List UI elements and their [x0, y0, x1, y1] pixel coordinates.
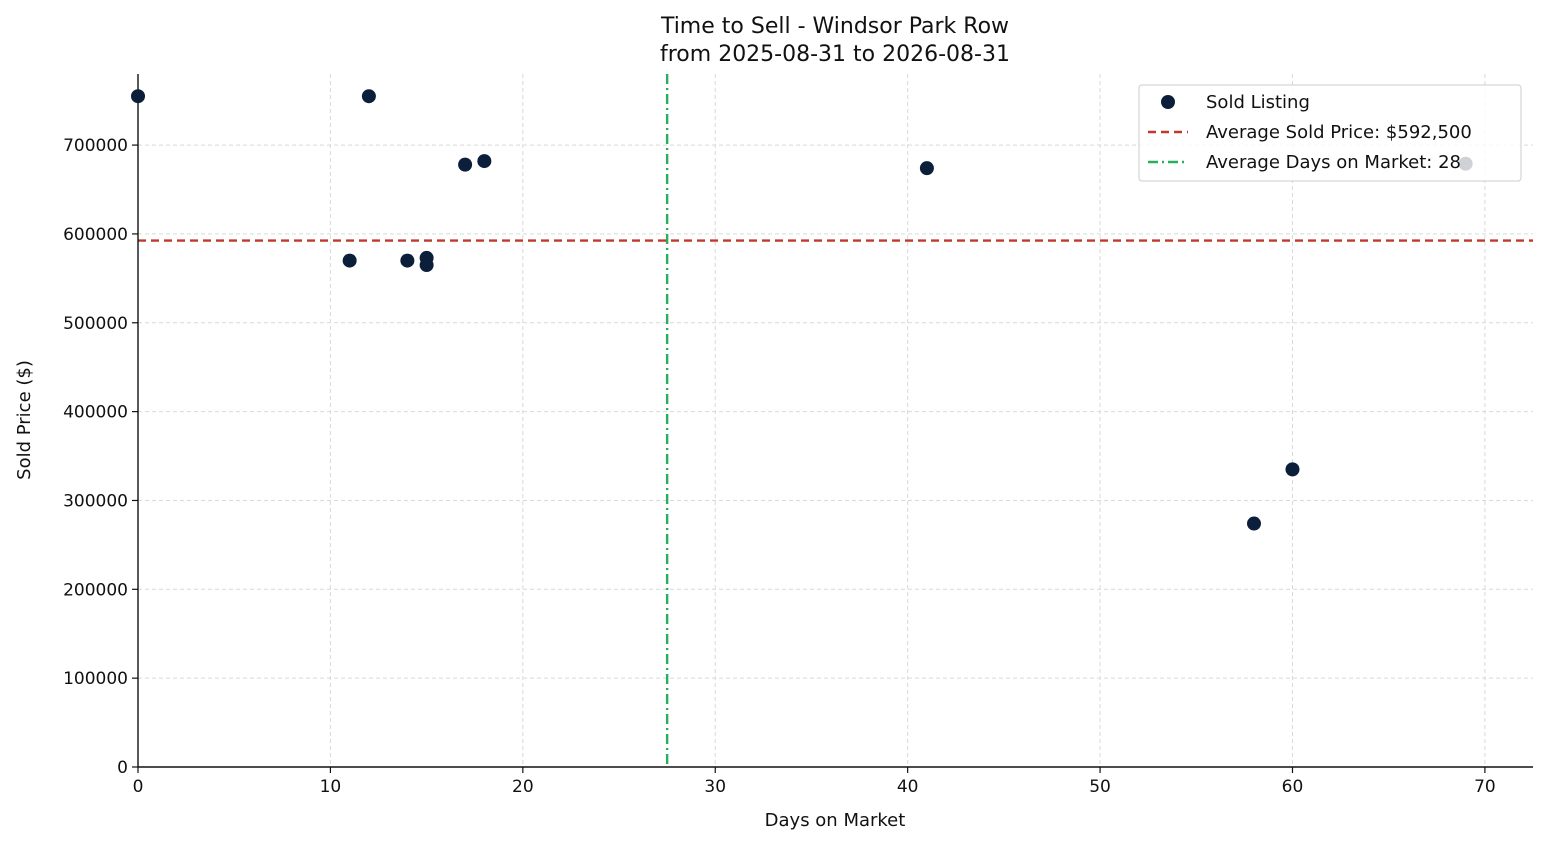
y-tick-label: 100000 — [63, 669, 128, 689]
y-tick-label: 600000 — [63, 225, 128, 245]
chart-title: Time to Sell - Windsor Park Row — [660, 14, 1009, 39]
legend-label-average-days: Average Days on Market: 28 — [1206, 152, 1461, 173]
legend-label-average-price: Average Sold Price: $592,500 — [1206, 122, 1472, 143]
scatter-point — [342, 253, 357, 268]
x-tick-label: 20 — [512, 777, 534, 797]
y-axis-label: Sold Price ($) — [14, 360, 35, 480]
scatter-point — [419, 258, 434, 273]
legend-label-sold-listing: Sold Listing — [1206, 92, 1310, 113]
scatter-point — [919, 161, 934, 176]
x-tick-label: 70 — [1474, 777, 1496, 797]
y-tick-label: 500000 — [63, 314, 128, 334]
scatter-point — [131, 89, 145, 104]
scatter-point — [458, 157, 473, 172]
x-tick-label: 30 — [704, 777, 726, 797]
x-tick-label: 50 — [1089, 777, 1111, 797]
y-tick-label: 200000 — [63, 580, 128, 600]
y-tick-label: 0 — [117, 758, 128, 778]
chart-subtitle: from 2025-08-31 to 2026-08-31 — [660, 42, 1010, 67]
y-tick-label: 700000 — [63, 136, 128, 156]
legend: Sold Listing Average Sold Price: $592,50… — [1138, 84, 1522, 182]
x-tick-label: 0 — [133, 777, 144, 797]
y-tick-label: 400000 — [63, 403, 128, 423]
x-tick-label: 40 — [897, 777, 919, 797]
reference-lines — [138, 74, 1533, 767]
y-axis-ticks: 0 100000 200000 300000 400000 500000 600000 700… — [63, 136, 138, 778]
scatter-point — [477, 154, 492, 169]
legend-marker-sold-listing — [1161, 95, 1175, 109]
x-tick-label: 60 — [1282, 777, 1304, 797]
grid — [138, 74, 1533, 767]
scatter-point — [361, 89, 376, 104]
x-axis-label: Days on Market — [765, 810, 906, 831]
x-axis-ticks: 0 10 20 30 40 50 60 70 — [133, 767, 1496, 797]
scatter-point — [1285, 462, 1300, 477]
scatter-point — [400, 253, 415, 268]
scatter-point — [1247, 516, 1261, 531]
legend-box — [1138, 84, 1522, 182]
x-tick-label: 10 — [320, 777, 342, 797]
y-tick-label: 300000 — [63, 491, 128, 511]
